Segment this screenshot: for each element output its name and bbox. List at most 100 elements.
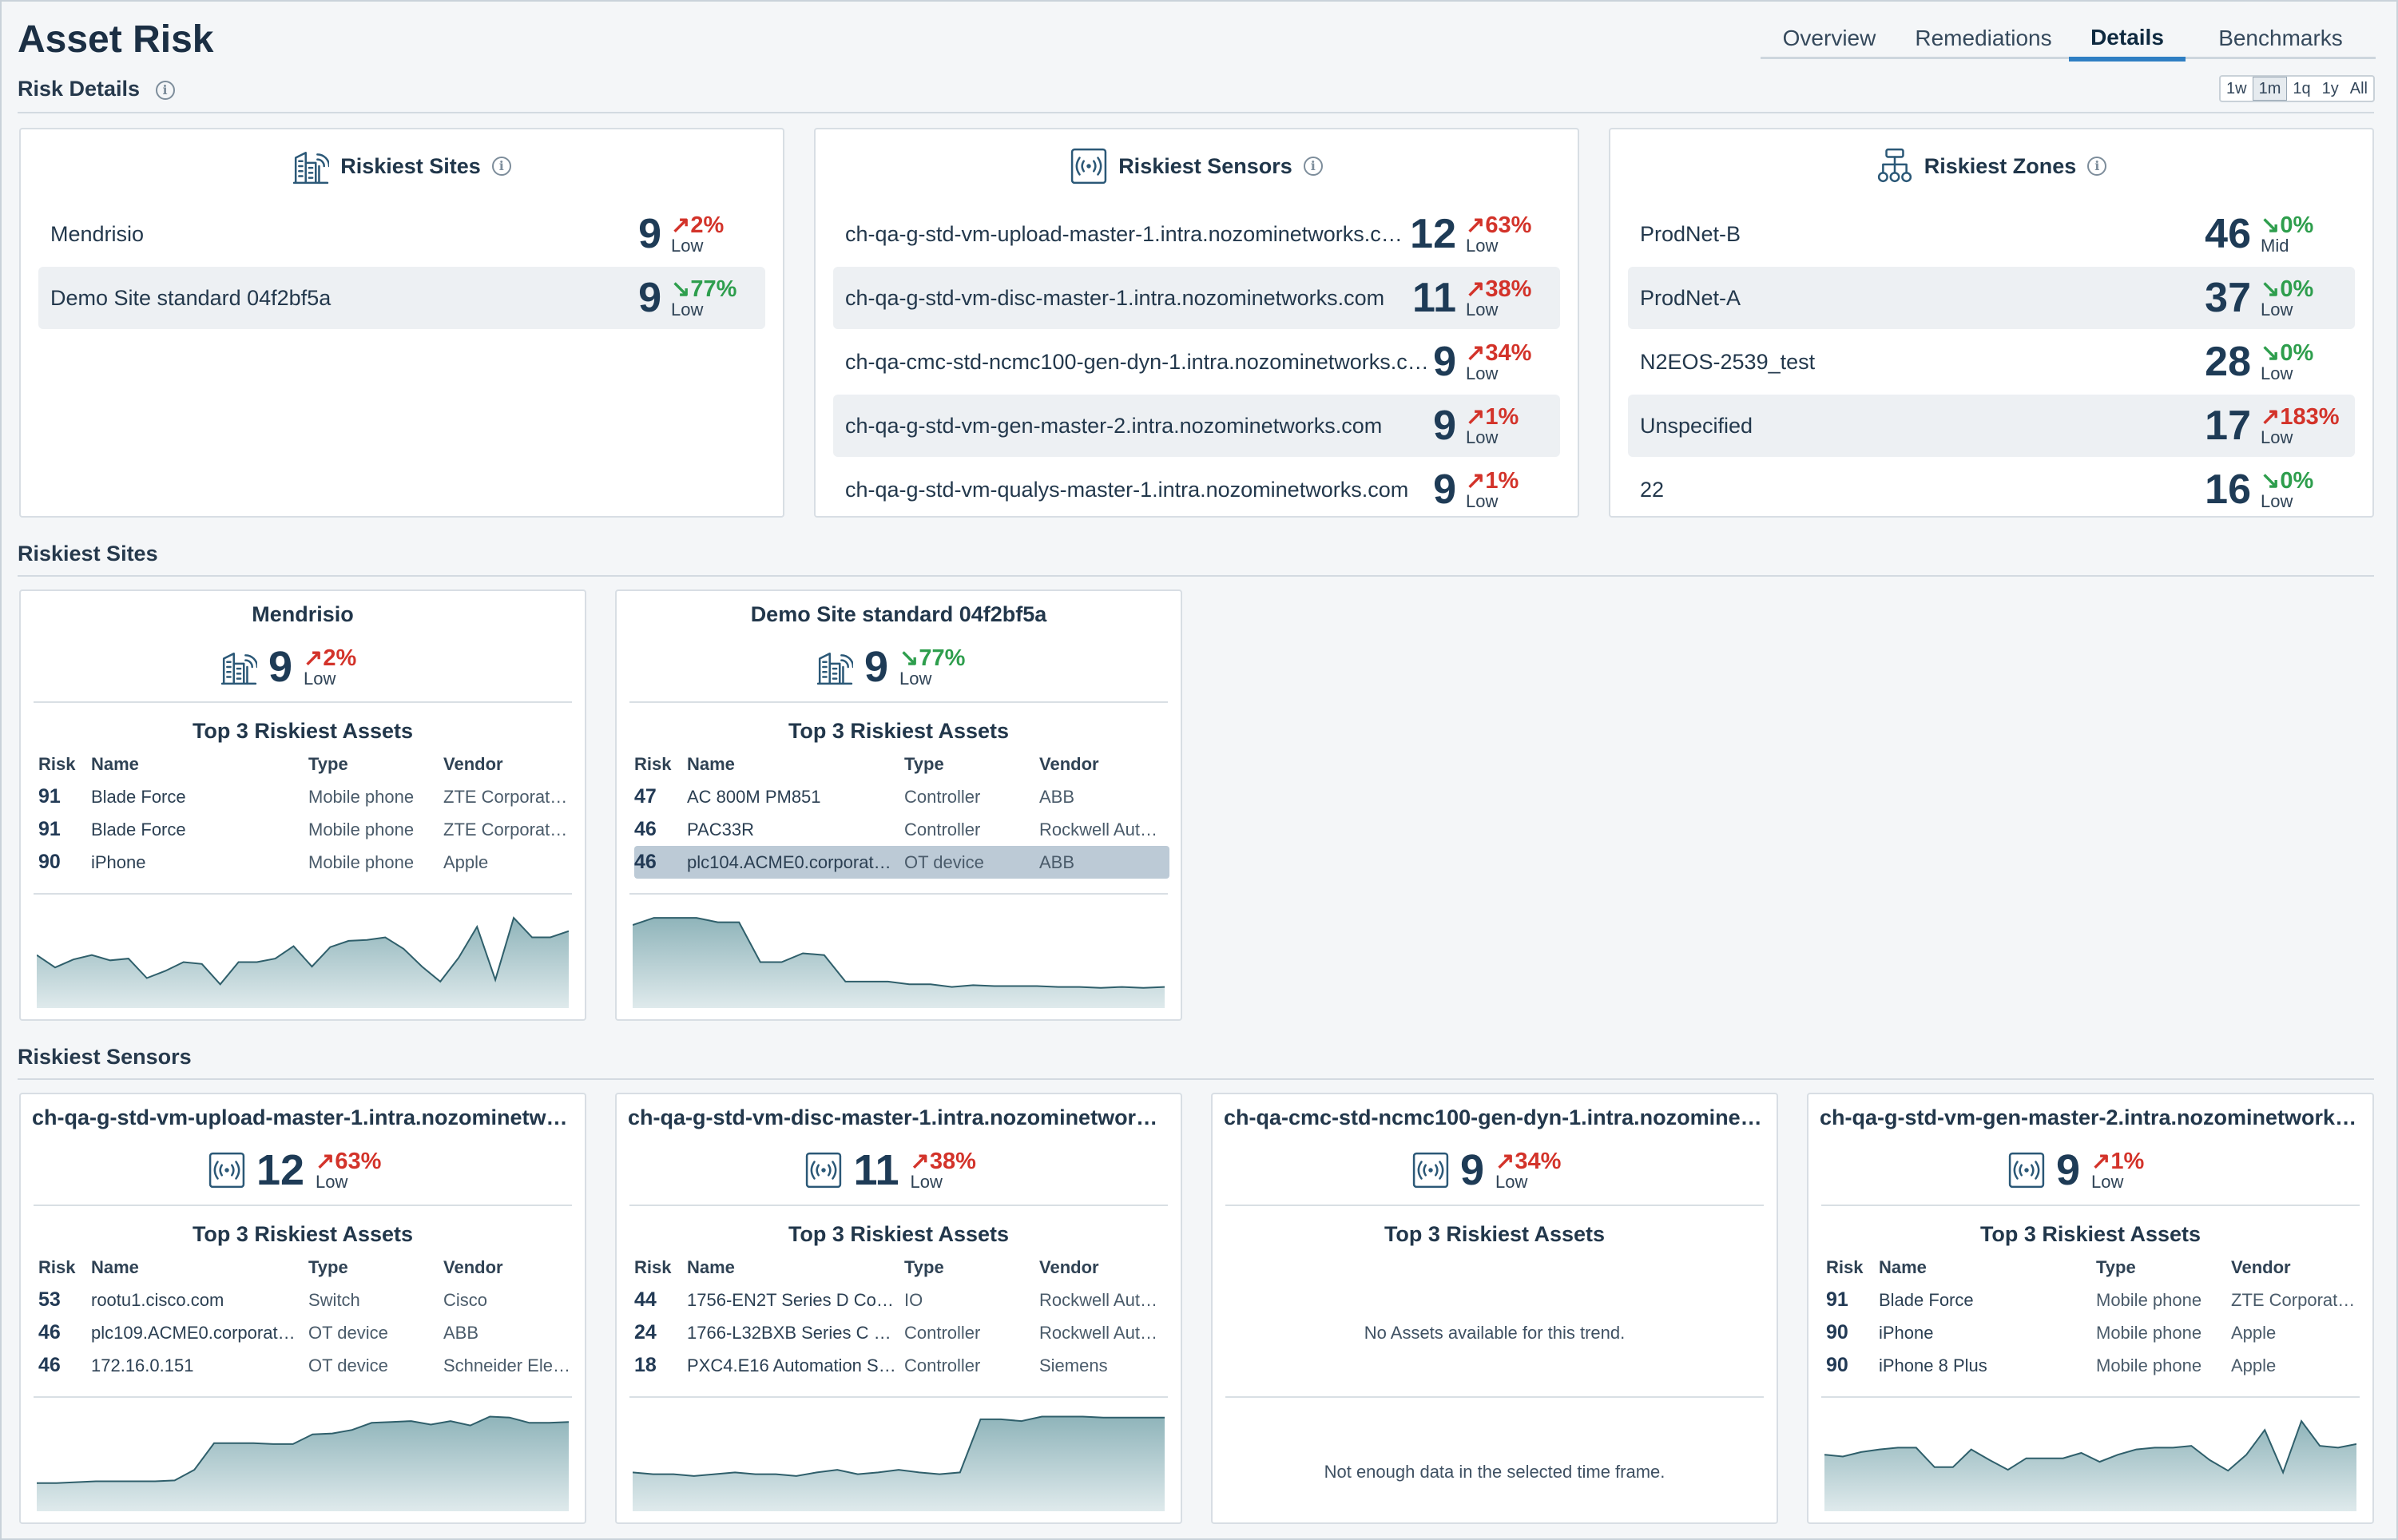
table-row[interactable]: 46 PAC33R Controller Rockwell Automation xyxy=(634,813,1169,846)
table-row[interactable]: 90 iPhone Mobile phone Apple xyxy=(38,846,574,879)
table-row[interactable]: 91 Blade Force Mobile phone ZTE Corporation xyxy=(38,780,574,813)
ranking-row[interactable]: N2EOS-2539_test 28 ↘0% Low xyxy=(1628,331,2355,393)
arrow-up-right-icon: ↗ xyxy=(671,212,691,238)
trend-percent: 0% xyxy=(2280,212,2314,238)
asset-type: OT device xyxy=(308,1355,388,1375)
trend-percent: 183% xyxy=(2280,404,2340,430)
trend-indicator: ↗183% Low xyxy=(2261,405,2342,447)
info-icon[interactable]: i xyxy=(491,157,511,176)
trend-indicator: ↗34% Low xyxy=(1466,341,1547,383)
trend-percent: 0% xyxy=(2280,468,2314,494)
trend-value: ↘0% xyxy=(2261,341,2342,365)
column-header: Vendor xyxy=(2231,1256,2291,1277)
risk-score: 12 xyxy=(256,1146,305,1194)
ranking-name: Demo Site standard 04f2bf5a xyxy=(50,285,332,310)
asset-type: Controller xyxy=(904,1355,981,1375)
divider xyxy=(34,701,572,703)
risk-score: 9 xyxy=(2055,1146,2081,1194)
range-1w-button[interactable]: 1w xyxy=(2226,79,2247,97)
empty-assets-message: No Assets available for this trend. xyxy=(1364,1323,1626,1343)
asset-risk: 24 xyxy=(634,1321,657,1344)
section-divider xyxy=(18,575,2374,577)
info-icon[interactable]: i xyxy=(1303,157,1323,176)
trend-indicator: ↗1% Low xyxy=(1466,469,1547,510)
column-header: Name xyxy=(91,753,139,774)
table-title: Top 3 Riskiest Assets xyxy=(788,719,1010,743)
column-header: Vendor xyxy=(1039,753,1099,774)
table-header: Risk Name Type Vendor xyxy=(634,748,1169,780)
info-icon[interactable]: i xyxy=(155,80,175,100)
tab-details[interactable]: Details xyxy=(2069,18,2186,62)
ranking-row[interactable]: ch-qa-g-std-vm-qualys-master-1.intra.noz… xyxy=(833,458,1560,521)
asset-type: Mobile phone xyxy=(308,819,415,839)
trend-value: ↗34% xyxy=(1495,1149,1577,1173)
ranking-row[interactable]: ch-qa-g-std-vm-upload-master-1.intra.noz… xyxy=(833,203,1560,265)
ranking-row[interactable]: 22 16 ↘0% Low xyxy=(1628,458,2355,521)
summary-card-riskiest-sensors: Riskiest Sensors i ch-qa-g-std-vm-upload-m… xyxy=(814,128,1579,518)
tab-benchmarks[interactable]: Benchmarks xyxy=(2218,26,2343,50)
trend-indicator: ↗38% Low xyxy=(1466,277,1547,319)
table-row[interactable]: 53 rootu1.cisco.com Switch Cisco xyxy=(38,1284,574,1316)
trend-indicator: ↗1% Low xyxy=(1466,405,1547,447)
asset-risk: 91 xyxy=(38,818,61,840)
risk-level-label: Low xyxy=(1466,300,1499,320)
detail-card-title: ch-qa-cmc-std-ncmc100-gen-dyn-1.intra.no… xyxy=(1224,1105,1777,1129)
ranking-row[interactable]: Mendrisio 9 ↗2% Low xyxy=(38,203,765,265)
ranking-name: ProdNet-A xyxy=(1640,285,1741,310)
table-row[interactable]: 44 1756-EN2T Series D ControlLogixIO Rockw… xyxy=(634,1284,1169,1316)
table-row[interactable]: 90 iPhone Mobile phone Apple xyxy=(1826,1316,2361,1349)
ranking-row[interactable]: Demo Site standard 04f2bf5a 9 ↘77% Low xyxy=(38,267,765,329)
risk-level-label: Low xyxy=(671,236,704,256)
column-header: Risk xyxy=(38,1256,76,1277)
info-icon[interactable]: i xyxy=(2087,157,2107,176)
tab-overview[interactable]: Overview xyxy=(1782,26,1876,50)
ranking-name: ch-qa-g-std-vm-gen-master-2.intra.nozomi… xyxy=(845,413,1383,438)
divider xyxy=(34,1205,572,1206)
tab-bar: Overview Remediations Details Benchmarks xyxy=(1761,18,2376,62)
table-row[interactable]: 91 Blade Force Mobile phone ZTE Corporation xyxy=(38,813,574,846)
ranking-row[interactable]: Unspecified 17 ↗183% Low xyxy=(1628,395,2355,457)
range-all-button[interactable]: All xyxy=(2349,79,2368,97)
table-header: Risk Name Type Vendor xyxy=(1826,1251,2361,1284)
asset-type: Switch xyxy=(308,1289,360,1310)
trend-indicator: ↗34% Low xyxy=(1495,1149,1577,1191)
column-header: Vendor xyxy=(443,1256,503,1277)
section-divider xyxy=(18,112,2374,113)
buildings-icon xyxy=(293,152,330,185)
table-row[interactable]: 46 172.16.0.151 OT device Schneider Electri… xyxy=(38,1349,574,1382)
ranking-row[interactable]: ProdNet-B 46 ↘0% Mid xyxy=(1628,203,2355,265)
asset-name: Blade Force xyxy=(1879,1289,1974,1310)
table-row[interactable]: 47 AC 800M PM851 Controller ABB xyxy=(634,780,1169,813)
ranking-row[interactable]: ch-qa-cmc-std-ncmc100-gen-dyn-1.intra.no… xyxy=(833,331,1560,393)
risk-level-label: Low xyxy=(671,300,704,320)
ranking-row[interactable]: ch-qa-g-std-vm-gen-master-2.intra.nozomi… xyxy=(833,395,1560,457)
trend-indicator: ↗2% Low xyxy=(304,646,385,688)
trend-indicator: ↘0% Low xyxy=(2261,341,2342,383)
score-block: 9 ↗1% Low xyxy=(1808,1142,2372,1198)
asset-name: iPhone xyxy=(91,851,146,872)
table-row[interactable]: 46 plc104.ACME0.corporate.local OT device A… xyxy=(634,846,1169,879)
table-row[interactable]: 18 PXC4.E16 Automation Station Controller S… xyxy=(634,1349,1169,1382)
range-1y-button[interactable]: 1y xyxy=(2321,79,2339,97)
table-row[interactable]: 24 1766-L32BXB Series C MicroLogixControl… xyxy=(634,1316,1169,1349)
table-row[interactable]: 46 plc109.ACME0.corporate.local OT device A… xyxy=(38,1316,574,1349)
divider xyxy=(629,701,1168,703)
arrow-down-right-icon: ↘ xyxy=(2261,340,2281,366)
asset-type: Controller xyxy=(904,786,981,807)
range-1q-button[interactable]: 1q xyxy=(2293,79,2311,97)
table-row[interactable]: 90 iPhone 8 Plus Mobile phone Apple xyxy=(1826,1349,2361,1382)
trend-percent: 38% xyxy=(929,1149,976,1174)
detail-card: Mendrisio 9 ↗2% Low Top 3 Riskiest Assets Ris… xyxy=(19,589,586,1021)
table-row[interactable]: 91 Blade Force Mobile phone ZTE Corporation xyxy=(1826,1284,2361,1316)
column-header: Type xyxy=(308,1256,348,1277)
ranking-row[interactable]: ch-qa-g-std-vm-disc-master-1.intra.nozom… xyxy=(833,267,1560,329)
asset-risk: 46 xyxy=(634,851,657,873)
risk-level-label: Low xyxy=(304,669,336,689)
asset-risk: 90 xyxy=(1826,1321,1848,1344)
asset-vendor: ZTE Corporation xyxy=(443,786,571,807)
range-1m-button[interactable]: 1m xyxy=(2252,77,2288,101)
ranking-row[interactable]: ProdNet-A 37 ↘0% Low xyxy=(1628,267,2355,329)
trend-percent: 34% xyxy=(1485,340,1532,366)
tab-remediations[interactable]: Remediations xyxy=(1915,26,2052,50)
arrow-down-right-icon: ↘ xyxy=(899,645,919,671)
